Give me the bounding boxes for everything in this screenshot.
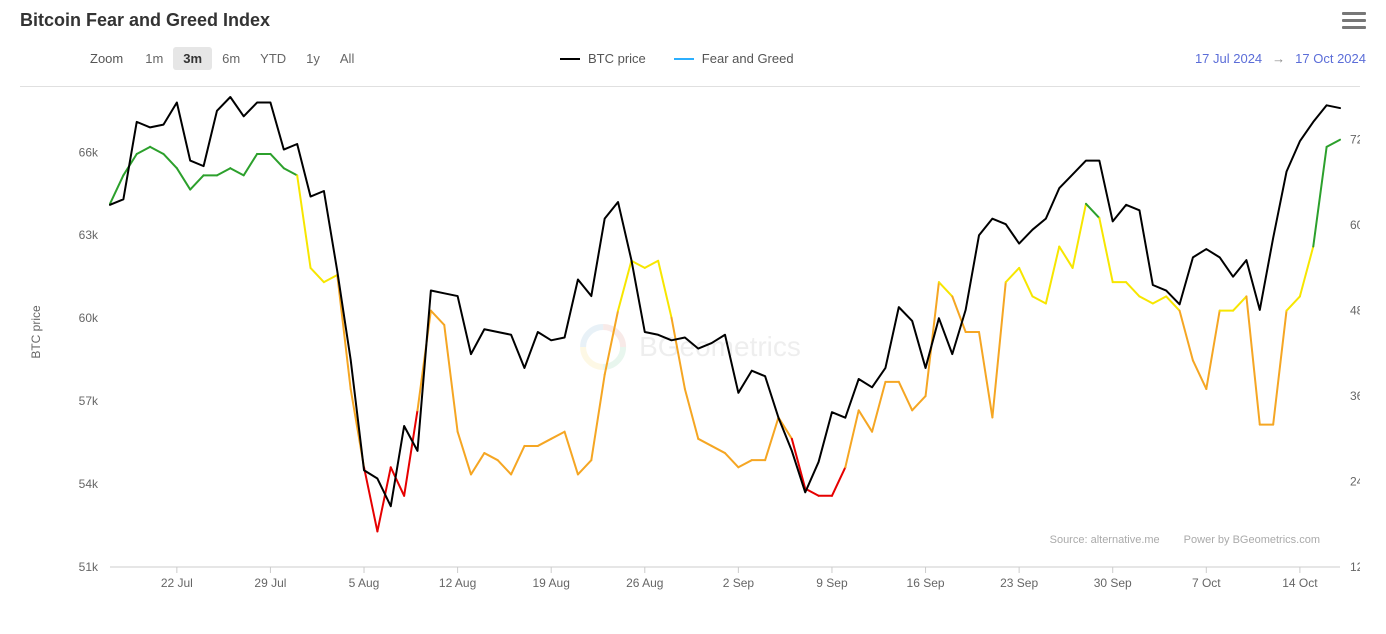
zoom-controls: Zoom 1m3m6mYTD1yAll bbox=[90, 47, 364, 70]
zoom-btn-ytd[interactable]: YTD bbox=[250, 47, 296, 70]
source-text: Source: alternative.me bbox=[1050, 534, 1160, 546]
svg-text:36: 36 bbox=[1350, 389, 1360, 403]
legend-fg[interactable]: Fear and Greed bbox=[674, 51, 794, 66]
menu-icon[interactable] bbox=[1342, 11, 1366, 31]
svg-text:54k: 54k bbox=[79, 477, 99, 491]
svg-text:48: 48 bbox=[1350, 304, 1360, 318]
power-text: Power by BGeometrics.com bbox=[1184, 534, 1320, 546]
svg-text:63k: 63k bbox=[79, 228, 99, 242]
legend-fg-swatch bbox=[674, 58, 694, 60]
svg-text:29 Jul: 29 Jul bbox=[254, 576, 286, 590]
zoom-btn-1y[interactable]: 1y bbox=[296, 47, 330, 70]
chart-area[interactable]: BGeometrics 51k54k57k60k63k66k1224364860… bbox=[20, 86, 1360, 606]
zoom-btn-1m[interactable]: 1m bbox=[135, 47, 173, 70]
svg-text:26 Aug: 26 Aug bbox=[626, 576, 663, 590]
legend-fg-label: Fear and Greed bbox=[702, 51, 794, 66]
svg-text:12 Aug: 12 Aug bbox=[439, 576, 476, 590]
svg-text:23 Sep: 23 Sep bbox=[1000, 576, 1038, 590]
svg-text:5 Aug: 5 Aug bbox=[349, 576, 380, 590]
svg-text:12: 12 bbox=[1350, 560, 1360, 574]
svg-text:51k: 51k bbox=[79, 560, 99, 574]
svg-text:30 Sep: 30 Sep bbox=[1094, 576, 1132, 590]
svg-text:9 Sep: 9 Sep bbox=[816, 576, 848, 590]
date-range: 17 Jul 2024 → 17 Oct 2024 bbox=[1195, 51, 1366, 66]
legend-btc-label: BTC price bbox=[588, 51, 646, 66]
svg-text:57k: 57k bbox=[79, 394, 99, 408]
legend: BTC price Fear and Greed bbox=[560, 51, 794, 66]
date-end[interactable]: 17 Oct 2024 bbox=[1295, 51, 1366, 66]
chart-title: Bitcoin Fear and Greed Index bbox=[20, 10, 270, 31]
date-arrow-icon: → bbox=[1272, 51, 1285, 66]
chart-svg: 51k54k57k60k63k66k122436486072BTC priceB… bbox=[20, 87, 1360, 607]
zoom-label: Zoom bbox=[90, 51, 123, 66]
svg-text:BTC price: BTC price bbox=[29, 305, 43, 359]
source-credit: Source: alternative.me Power by BGeometr… bbox=[1050, 534, 1320, 546]
svg-text:72: 72 bbox=[1350, 133, 1360, 147]
svg-text:66k: 66k bbox=[79, 145, 99, 159]
svg-text:60k: 60k bbox=[79, 311, 99, 325]
svg-text:22 Jul: 22 Jul bbox=[161, 576, 193, 590]
zoom-btn-6m[interactable]: 6m bbox=[212, 47, 250, 70]
svg-text:7 Oct: 7 Oct bbox=[1192, 576, 1221, 590]
svg-text:24: 24 bbox=[1350, 475, 1360, 489]
zoom-btn-3m[interactable]: 3m bbox=[173, 47, 212, 70]
legend-btc[interactable]: BTC price bbox=[560, 51, 646, 66]
svg-text:2 Sep: 2 Sep bbox=[723, 576, 755, 590]
svg-text:19 Aug: 19 Aug bbox=[533, 576, 570, 590]
svg-text:14 Oct: 14 Oct bbox=[1282, 576, 1318, 590]
legend-btc-swatch bbox=[560, 58, 580, 60]
zoom-btn-all[interactable]: All bbox=[330, 47, 364, 70]
svg-text:60: 60 bbox=[1350, 218, 1360, 232]
date-start[interactable]: 17 Jul 2024 bbox=[1195, 51, 1262, 66]
svg-text:16 Sep: 16 Sep bbox=[907, 576, 945, 590]
